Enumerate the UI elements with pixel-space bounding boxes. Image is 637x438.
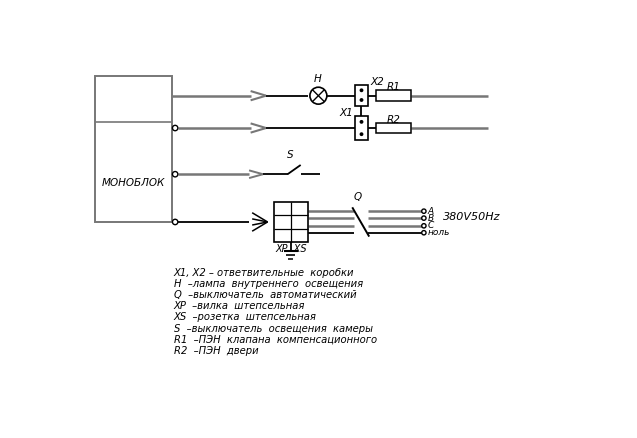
Circle shape — [359, 120, 364, 124]
Text: S: S — [287, 150, 294, 160]
Circle shape — [422, 230, 426, 235]
Bar — [274, 202, 308, 242]
Text: XP  –вилка  штепсельная: XP –вилка штепсельная — [174, 301, 305, 311]
Circle shape — [422, 224, 426, 228]
Text: R2  –ПЭН  двери: R2 –ПЭН двери — [174, 346, 258, 356]
Text: A: A — [427, 207, 434, 215]
Text: 380V50Hz: 380V50Hz — [443, 212, 501, 223]
Bar — [376, 90, 411, 101]
Text: C: C — [427, 221, 434, 230]
Circle shape — [359, 88, 364, 92]
Text: H: H — [314, 74, 322, 84]
Bar — [355, 85, 368, 106]
Circle shape — [310, 87, 327, 104]
Circle shape — [359, 98, 364, 102]
Circle shape — [173, 125, 178, 131]
Text: XS  –розетка  штепсельная: XS –розетка штепсельная — [174, 312, 317, 322]
Text: XP  XS: XP XS — [275, 244, 307, 254]
Circle shape — [173, 219, 178, 225]
Bar — [95, 76, 172, 222]
Text: H  –лампа  внутреннего  освещения: H –лампа внутреннего освещения — [174, 279, 362, 289]
Text: Q  –выключатель  автоматический: Q –выключатель автоматический — [174, 290, 356, 300]
Text: МОНОБЛОК: МОНОБЛОК — [101, 178, 164, 188]
Text: X2: X2 — [370, 77, 383, 87]
Circle shape — [422, 216, 426, 220]
Circle shape — [173, 172, 178, 177]
Text: R1  –ПЭН  клапана  компенсационного: R1 –ПЭН клапана компенсационного — [174, 335, 376, 345]
Text: R2: R2 — [387, 115, 401, 124]
Text: ноль: ноль — [427, 228, 450, 237]
Text: R1: R1 — [387, 82, 401, 92]
Text: X1: X1 — [339, 108, 353, 118]
Text: S  –выключатель  освещения  камеры: S –выключатель освещения камеры — [174, 324, 373, 334]
Text: B: B — [427, 214, 434, 223]
Bar — [376, 123, 411, 134]
Text: Q: Q — [354, 192, 362, 202]
Circle shape — [359, 132, 364, 136]
Bar — [355, 116, 368, 140]
Circle shape — [422, 209, 426, 213]
Text: X1, X2 – ответвительные  коробки: X1, X2 – ответвительные коробки — [174, 268, 354, 278]
